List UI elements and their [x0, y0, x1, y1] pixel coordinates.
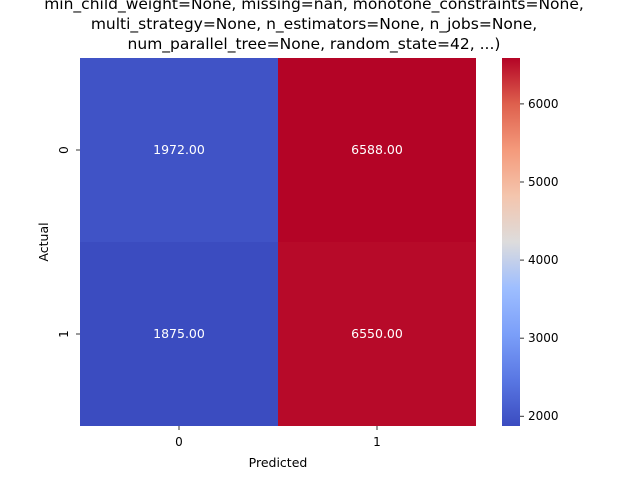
- colorbar-tick-label-0: 2000: [528, 409, 559, 423]
- x-axis-label: Predicted: [249, 455, 308, 470]
- colorbar-tick-label-4: 6000: [528, 97, 559, 111]
- cell-value-label-1-0: 1875.00: [153, 326, 205, 341]
- colorbar-tick-label-2: 4000: [528, 253, 559, 267]
- heatmap-cell-1-0: [80, 242, 278, 426]
- heatmap-cell-labels: 1972.00 6588.00 1875.00 6550.00: [153, 142, 403, 341]
- heatmap-cell-0-0: [80, 58, 278, 242]
- heatmap-cell-0-1: [278, 58, 476, 242]
- heatmap-cells: [80, 58, 476, 426]
- colorbar-ticks: 2000 3000 4000 5000 6000: [520, 97, 559, 423]
- colorbar-tick-label-1: 3000: [528, 331, 559, 345]
- y-axis-ticks: 01: [57, 146, 80, 338]
- y-axis-label: Actual: [36, 222, 51, 261]
- y-tick-label-0: 0: [57, 146, 71, 154]
- colorbar-tick-label-3: 5000: [528, 175, 559, 189]
- colorbar: 2000 3000 4000 5000 6000: [502, 58, 559, 426]
- title-line-1: min_child_weight=None, missing=nan, mono…: [44, 0, 584, 14]
- x-tick-label-0: 0: [175, 435, 183, 449]
- cell-value-label-0-1: 6588.00: [351, 142, 403, 157]
- cell-value-label-0-0: 1972.00: [153, 142, 205, 157]
- cell-value-label-1-1: 6550.00: [351, 326, 403, 341]
- heatmap-cell-1-1: [278, 242, 476, 426]
- title-line-3: num_parallel_tree=None, random_state=42,…: [128, 35, 501, 54]
- y-tick-label-1: 1: [57, 330, 71, 338]
- x-tick-label-1: 1: [373, 435, 381, 449]
- title-line-2: multi_strategy=None, n_estimators=None, …: [91, 15, 537, 34]
- chart-title: min_child_weight=None, missing=nan, mono…: [44, 0, 584, 54]
- colorbar-gradient: [502, 58, 520, 426]
